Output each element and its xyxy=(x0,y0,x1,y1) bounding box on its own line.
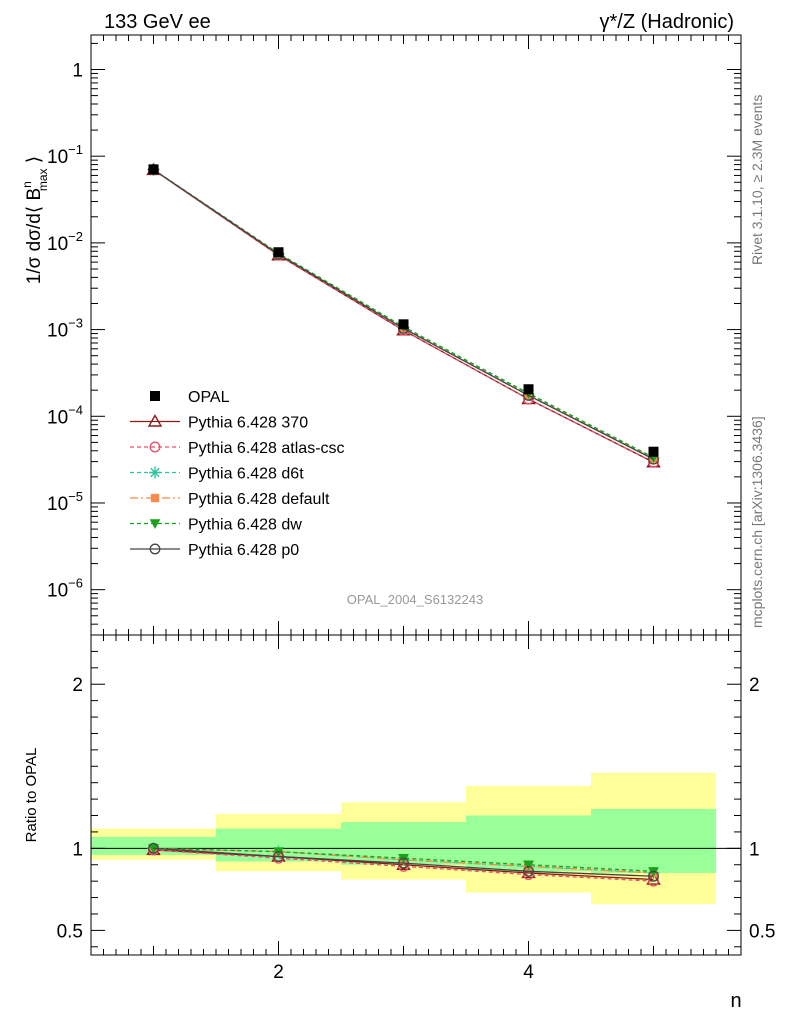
rivet-version-label: Rivet 3.1.10, ≥ 2.3M events xyxy=(749,95,765,265)
main-y-tick-label: 10−5 xyxy=(47,489,83,515)
ratio-y-tick-label-right: 0.5 xyxy=(749,921,775,942)
x-tick-label: 4 xyxy=(523,962,534,983)
legend-label-2: Pythia 6.428 atlas-csc xyxy=(188,440,345,457)
main-y-tick-label: 10−3 xyxy=(47,316,83,342)
ratio-series-group xyxy=(146,842,661,887)
tick-base: 10 xyxy=(47,494,68,515)
legend-marker-0 xyxy=(147,414,163,427)
tick-exponent: −1 xyxy=(68,142,83,157)
ratio-series-line-3 xyxy=(153,847,654,874)
ratio-y-tick-label-left: 1 xyxy=(72,839,83,860)
main-y-axis-label: 1/σ dσ/d⟨ Bn max ⟩ xyxy=(20,156,50,284)
tick-base: 1 xyxy=(72,60,83,81)
tick-base: 10 xyxy=(47,147,68,168)
process-title: γ*/Z (Hadronic) xyxy=(600,11,734,33)
legend: OPAL Pythia 6.428 370 Pythia 6.428 atlas-c… xyxy=(130,389,345,559)
ratio-series-marker-4 xyxy=(523,860,534,871)
ratio-y-axis-label: Ratio to OPAL xyxy=(23,748,40,843)
opal-data-point xyxy=(148,164,159,175)
analysis-watermark: OPAL_2004_S6132243 xyxy=(347,592,483,607)
main-y-tick-labels: 110−110−210−310−410−510−6 xyxy=(47,60,83,601)
ratio-y-tick-label-left: 2 xyxy=(72,675,83,696)
tick-exponent: −3 xyxy=(68,316,83,331)
ratio-y-tick-label-right: 1 xyxy=(749,839,760,860)
main-plot-panel: 110−110−210−310−410−510−6 OPAL_2004_S613… xyxy=(47,34,742,636)
legend-label-4: Pythia 6.428 default xyxy=(188,491,330,508)
main-axis-ticks xyxy=(91,35,741,636)
ratio-series-marker-0 xyxy=(521,865,536,879)
x-tick-label: 2 xyxy=(273,962,284,983)
opal-data-point xyxy=(648,446,659,457)
ratio-series-marker-0 xyxy=(646,872,661,885)
legend-label-6: Pythia 6.428 p0 xyxy=(188,542,299,559)
opal-data-points xyxy=(148,164,659,457)
main-y-tick-label: 10−6 xyxy=(47,576,83,602)
tick-exponent: −4 xyxy=(68,402,83,417)
main-y-tick-label: 10−4 xyxy=(47,402,83,428)
legend-marker-4 xyxy=(149,519,161,529)
tick-exponent: −2 xyxy=(68,229,83,244)
legend-marker-opal xyxy=(150,391,160,401)
ratio-y-tick-label-right: 2 xyxy=(749,675,760,696)
ratio-series-line-5 xyxy=(153,847,654,877)
legend-label-3: Pythia 6.428 d6t xyxy=(188,466,304,483)
main-y-tick-label: 1 xyxy=(72,60,83,81)
ratio-series-marker-5 xyxy=(523,865,534,877)
legend-label-5: Pythia 6.428 dw xyxy=(188,517,302,534)
legend-marker-5 xyxy=(149,543,161,555)
legend-marker-3 xyxy=(150,493,160,503)
x-axis-label: n xyxy=(730,990,741,1012)
main-y-tick-label: 10−2 xyxy=(47,229,83,255)
tick-exponent: −6 xyxy=(68,576,83,591)
legend-label-0: OPAL xyxy=(188,389,230,406)
legend-marker-2 xyxy=(149,466,161,479)
ratio-series-marker-5 xyxy=(398,857,409,869)
tick-base: 10 xyxy=(47,234,68,255)
ratio-axis-ticks xyxy=(91,635,741,955)
legend-marker-1 xyxy=(149,441,161,453)
ratio-y-tick-label-left: 0.5 xyxy=(57,921,83,942)
ratio-uncertainty-bands xyxy=(91,772,716,905)
tick-exponent: −5 xyxy=(68,489,83,504)
tick-base: 10 xyxy=(47,407,68,428)
opal-data-point xyxy=(398,319,409,330)
legend-label-1: Pythia 6.428 370 xyxy=(188,415,308,432)
tick-base: 10 xyxy=(47,321,68,342)
ratio-green-band xyxy=(591,808,716,873)
opal-data-point xyxy=(273,247,284,258)
tick-base: 10 xyxy=(47,581,68,602)
ratio-series-marker-5 xyxy=(648,870,659,882)
opal-data-point xyxy=(523,384,534,395)
main-y-tick-label: 10−1 xyxy=(47,142,83,168)
ratio-series-marker-5 xyxy=(148,842,159,854)
ratio-frame xyxy=(90,634,742,956)
ratio-y-tick-labels: 0.5 0.5 1 1 2 2 xyxy=(57,675,776,942)
energy-title: 133 GeV ee xyxy=(104,11,211,33)
ratio-series-marker-5 xyxy=(273,851,284,862)
mcplots-reference-label: mcplots.cern.ch [arXiv:1306.3436] xyxy=(749,416,765,628)
